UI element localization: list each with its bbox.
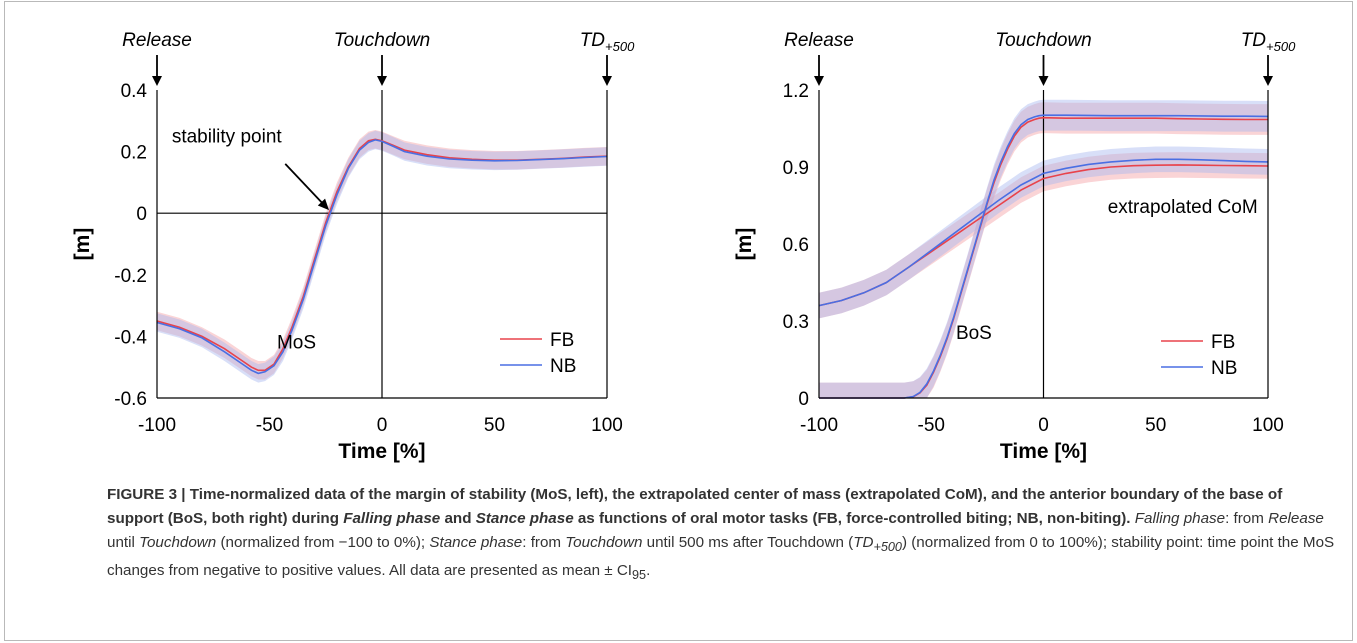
x-tick-label: 100 (591, 415, 623, 436)
y-tick-label: -0.4 (114, 327, 147, 348)
legend-label-fb: FB (1211, 332, 1235, 353)
figure-frame (4, 1, 1353, 641)
y-tick-label: 1.2 (783, 81, 809, 102)
y-tick-label: 0 (136, 204, 147, 225)
y-axis-label: [m] (71, 228, 94, 261)
x-tick-label: 100 (1252, 415, 1284, 436)
ci-band-nb-1-1 (157, 130, 607, 383)
caption-td: TD (853, 534, 874, 551)
caption-bold-suffix: as functions of oral motor tasks (FB, fo… (573, 510, 1131, 527)
y-tick-label: 0 (798, 389, 809, 410)
caption-falling-phase-bold: Falling phase (343, 510, 441, 527)
x-tick-label: 0 (377, 415, 388, 436)
phase-label: TD+500 (580, 30, 635, 54)
phase-label-text: Touchdown (995, 30, 1091, 51)
ci-band-fb-2-2 (819, 102, 1268, 399)
series-line-nb-2-3 (819, 114, 1269, 399)
x-tick-label: 50 (484, 415, 505, 436)
caption-stance-phase: Stance phase (429, 534, 523, 551)
stability-point-arrow (284, 163, 327, 208)
caption-text-2: until (107, 534, 140, 551)
chart-panel-1: -0.6 -0.4 -0.2 0 0.2 0.4 -100 -50 0 50 100 Time [%]… (71, 30, 635, 463)
phase-label: Release (122, 30, 192, 51)
annotation-extrapolated-com: extrapolated CoM (1108, 197, 1258, 218)
legend-label-nb: NB (1211, 358, 1237, 379)
legend-label-nb: NB (550, 356, 576, 377)
y-tick-label: 0.3 (783, 312, 809, 333)
y-tick-label: 0.6 (783, 235, 809, 256)
caption-touchdown-2: Touchdown (565, 534, 643, 551)
y-tick-label: 0.2 (121, 143, 147, 164)
annotation-mos: MoS (277, 333, 316, 354)
phase-arrow-head (1263, 76, 1273, 86)
x-tick-label: -50 (256, 415, 283, 436)
x-axis-label: Time [%] (338, 440, 425, 463)
y-tick-label: -0.6 (114, 389, 147, 410)
caption-ci-sub: 95 (632, 568, 647, 583)
y-tick-label: -0.2 (114, 266, 147, 287)
annotation-stability-point: stability point (172, 126, 283, 147)
caption-bold: FIGURE 3 | Time-normalized data of the m… (107, 486, 1282, 527)
phase-label-sub: +500 (605, 39, 635, 54)
x-tick-label: 0 (1038, 415, 1049, 436)
ci-band-nb-2-3 (819, 99, 1268, 399)
caption-touchdown-1: Touchdown (139, 534, 217, 551)
x-tick-label: 50 (1145, 415, 1166, 436)
x-tick-label: -100 (138, 415, 176, 436)
caption-text-5: until 500 ms after Touchdown ( (642, 534, 854, 551)
phase-label: TD+500 (1241, 30, 1296, 54)
caption-text-3: (normalized from −100 to 0%); (216, 534, 430, 551)
x-tick-label: -100 (800, 415, 838, 436)
figure-caption: FIGURE 3 | Time-normalized data of the m… (107, 483, 1337, 587)
phase-arrow-head (602, 76, 612, 86)
phase-label-text: Release (784, 30, 854, 51)
phase-label-text: Release (122, 30, 192, 51)
phase-label: Touchdown (334, 30, 430, 51)
caption-bold-mid: and (440, 510, 476, 527)
legend-label-fb: FB (550, 330, 574, 351)
phase-label-text: TD (580, 30, 606, 51)
phase-arrow-head (814, 76, 824, 86)
caption-text-4: : from (522, 534, 566, 551)
caption-falling-phase: Falling phase (1134, 510, 1226, 527)
series-line-nb-2-1 (818, 158, 1269, 307)
phase-arrow-head (377, 76, 387, 86)
annotation-bos: BoS (956, 323, 992, 344)
caption-text-7: . (646, 562, 651, 580)
phase-label: Release (784, 30, 854, 51)
phase-label-text: TD (1241, 30, 1267, 51)
phase-label-sub: +500 (1266, 39, 1296, 54)
x-tick-label: -50 (918, 415, 945, 436)
phase-arrow-head (152, 76, 162, 86)
caption-td-sub: +500 (873, 540, 902, 555)
ci-band-fb-1-0 (157, 130, 607, 380)
caption-text-1: : from (1225, 510, 1269, 527)
x-axis-label: Time [%] (1000, 440, 1087, 463)
y-tick-label: 0.9 (783, 158, 809, 179)
phase-label-text: Touchdown (334, 30, 430, 51)
series-line-nb-1-1 (156, 139, 608, 375)
phase-arrow-head (1038, 76, 1049, 86)
stability-point-arrow-head (317, 198, 330, 211)
caption-bold-prefix: FIGURE 3 | Time-normalized data of the m… (107, 486, 1283, 527)
phase-label: Touchdown (995, 30, 1091, 51)
caption-release: Release (1268, 510, 1324, 527)
caption-stance-phase-bold: Stance phase (475, 510, 574, 527)
caption-text-6: ) (normalized from 0 to 100%); stability… (107, 534, 1335, 580)
y-axis-label: [m] (733, 228, 756, 261)
y-tick-label: 0.4 (121, 81, 148, 102)
chart-panel-2: 0 0.3 0.6 0.9 1.2 -100 -50 0 50 100 Time [%] [m] Rel… (733, 30, 1296, 463)
